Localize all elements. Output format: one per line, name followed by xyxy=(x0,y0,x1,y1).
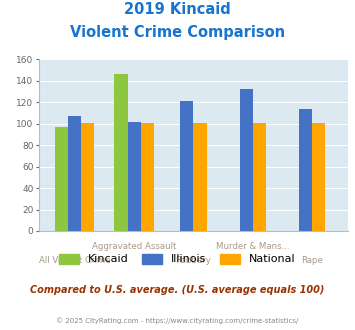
Bar xyxy=(180,101,193,231)
Legend: Kincaid, Illinois, National: Kincaid, Illinois, National xyxy=(55,249,300,269)
Text: Robbery: Robbery xyxy=(175,256,212,265)
Bar xyxy=(240,89,253,231)
Bar xyxy=(193,123,207,231)
Bar xyxy=(127,121,141,231)
Text: Aggravated Assault: Aggravated Assault xyxy=(92,242,176,251)
Text: © 2025 CityRating.com - https://www.cityrating.com/crime-statistics/: © 2025 CityRating.com - https://www.city… xyxy=(56,317,299,324)
Bar xyxy=(114,74,127,231)
Text: Rape: Rape xyxy=(301,256,323,265)
Text: Violent Crime Comparison: Violent Crime Comparison xyxy=(70,25,285,40)
Bar xyxy=(299,109,312,231)
Bar xyxy=(68,116,81,231)
Bar xyxy=(141,123,154,231)
Bar xyxy=(253,123,266,231)
Bar xyxy=(81,123,94,231)
Text: Compared to U.S. average. (U.S. average equals 100): Compared to U.S. average. (U.S. average … xyxy=(30,285,325,295)
Bar xyxy=(312,123,325,231)
Text: 2019 Kincaid: 2019 Kincaid xyxy=(124,2,231,16)
Text: All Violent Crime: All Violent Crime xyxy=(39,256,110,265)
Bar xyxy=(55,127,68,231)
Text: Murder & Mans...: Murder & Mans... xyxy=(216,242,290,251)
